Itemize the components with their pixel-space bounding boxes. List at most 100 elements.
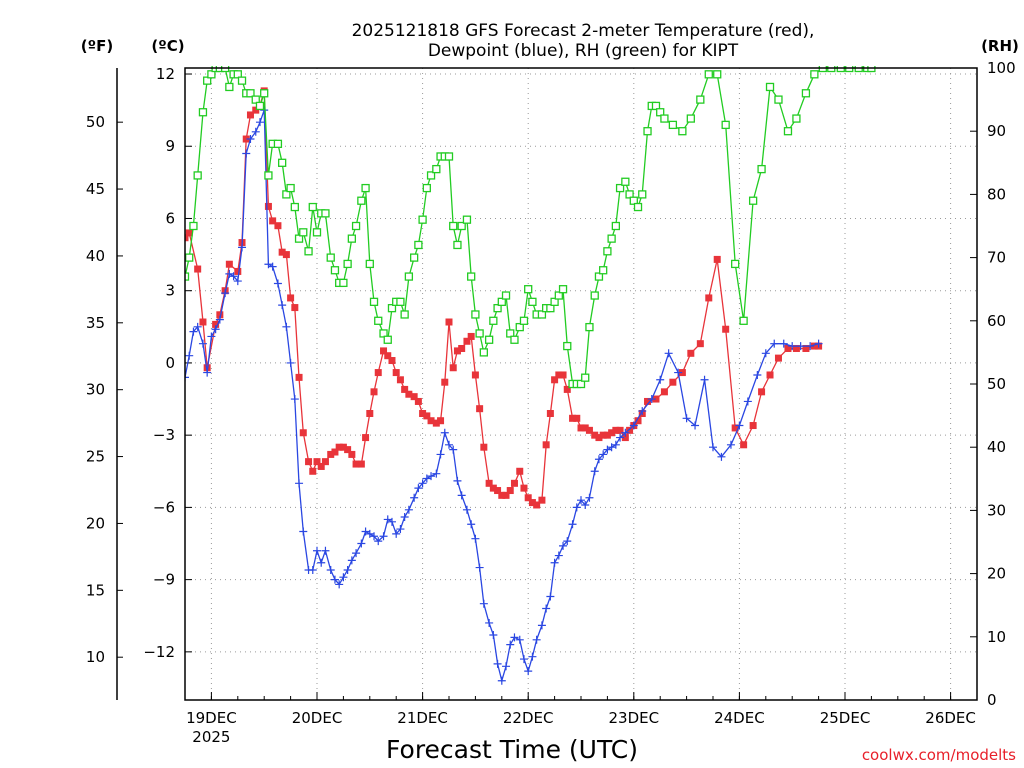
dewpoint-point bbox=[779, 339, 788, 348]
rh-point bbox=[400, 310, 409, 319]
dewpoint-point bbox=[295, 479, 304, 488]
rh-point bbox=[203, 76, 212, 85]
rh-point bbox=[264, 171, 273, 180]
temperature-point bbox=[603, 431, 611, 439]
temperature-point bbox=[559, 371, 567, 379]
rh-point bbox=[237, 76, 247, 85]
rh-point bbox=[625, 190, 634, 199]
temperature-point bbox=[362, 434, 370, 442]
temperature-point bbox=[766, 371, 774, 379]
temperature-point bbox=[212, 320, 220, 328]
rh-point bbox=[207, 70, 216, 79]
time-tick-label: 22DEC bbox=[503, 709, 554, 727]
dewpoint-point bbox=[585, 493, 594, 502]
rh-point bbox=[471, 310, 480, 319]
rh-point bbox=[457, 221, 466, 231]
temperature-point bbox=[652, 395, 660, 403]
rh-tick-label: 10 bbox=[987, 628, 1006, 646]
rh-point bbox=[453, 240, 462, 250]
temperature-point bbox=[282, 251, 290, 259]
temperature-point bbox=[419, 409, 427, 417]
temperature-point bbox=[810, 342, 818, 350]
dewpoint-point bbox=[603, 445, 612, 454]
dewpoint-point bbox=[647, 395, 656, 404]
temperature-point bbox=[370, 388, 378, 396]
rh-point bbox=[550, 297, 559, 306]
temperature-point bbox=[405, 390, 413, 398]
temperature-point bbox=[520, 484, 528, 492]
dewpoint-point bbox=[361, 527, 370, 536]
dewpoint-point bbox=[211, 325, 220, 334]
rh-tick-label: 50 bbox=[987, 375, 1006, 393]
rh-point bbox=[339, 278, 348, 288]
temperature-point bbox=[599, 431, 607, 439]
rh-point bbox=[501, 291, 511, 300]
dewpoint-point bbox=[814, 339, 823, 348]
chart-title: 2025121818 GFS Forecast 2-meter Temperat… bbox=[352, 21, 815, 61]
temperature-point bbox=[502, 491, 510, 499]
temperature-point bbox=[489, 484, 497, 492]
rh-point bbox=[748, 196, 758, 205]
dewpoint-point bbox=[577, 496, 585, 505]
rh-point bbox=[312, 228, 322, 237]
rh-point bbox=[347, 234, 356, 243]
celsius-unit-label: (ºC) bbox=[151, 37, 184, 55]
dewpoint-point bbox=[365, 529, 374, 538]
dewpoint-point bbox=[563, 537, 572, 546]
rh-point bbox=[611, 221, 620, 231]
celsius-tick-label: 12 bbox=[156, 65, 175, 83]
fahrenheit-tick-label: 10 bbox=[86, 648, 105, 666]
dewpoint-point bbox=[581, 500, 590, 509]
temperature-point bbox=[274, 222, 282, 230]
rh-point bbox=[365, 259, 374, 269]
dewpoint-point bbox=[422, 474, 431, 483]
temperature-point bbox=[317, 462, 325, 470]
rh-point bbox=[444, 152, 454, 161]
dewpoint-point bbox=[225, 269, 234, 278]
temperature-point bbox=[573, 414, 581, 422]
dewpoint-point bbox=[215, 315, 224, 324]
rh-point bbox=[396, 297, 405, 306]
dewpoint-point bbox=[229, 272, 238, 281]
temperature-point bbox=[471, 371, 479, 379]
chart-title-line-2: Dewpoint (blue), RH (green) for KIPT bbox=[428, 41, 739, 61]
dewpoint-point bbox=[282, 322, 291, 331]
dewpoint-point bbox=[467, 520, 476, 529]
temperature-point bbox=[299, 429, 307, 437]
rh-tick-label: 70 bbox=[987, 249, 1006, 267]
dewpoint-point bbox=[479, 599, 488, 608]
temperature-point bbox=[669, 378, 677, 386]
temperature-point bbox=[608, 429, 616, 437]
time-tick-label: 25DEC bbox=[820, 709, 871, 727]
temperature-point bbox=[327, 450, 335, 458]
temperature-point bbox=[441, 378, 449, 386]
temperature-point bbox=[458, 344, 466, 352]
rh-point bbox=[704, 70, 713, 79]
dewpoint-point bbox=[457, 491, 466, 500]
celsius-axis: 12 9 6 3 0 −3 −6 −9 −12 bbox=[143, 65, 192, 661]
rh-point bbox=[462, 215, 472, 224]
temperature-point bbox=[494, 487, 502, 495]
rh-point bbox=[515, 322, 524, 332]
rh-point bbox=[299, 228, 308, 237]
rh-point bbox=[656, 108, 665, 117]
rh-point bbox=[546, 304, 555, 313]
rh-point bbox=[810, 70, 819, 79]
dewpoint-point bbox=[700, 375, 709, 384]
fahrenheit-axis: 50 45 40 35 30 25 20 15 10 bbox=[86, 113, 123, 666]
rh-tick-label: 60 bbox=[987, 312, 1006, 330]
fahrenheit-tick-label: 45 bbox=[86, 180, 105, 198]
series-line bbox=[185, 109, 819, 684]
temperature-point bbox=[467, 332, 475, 340]
rh-point bbox=[519, 316, 529, 325]
dewpoint-point bbox=[221, 289, 230, 298]
rh-point bbox=[246, 89, 255, 98]
series-0 bbox=[185, 87, 823, 509]
dewpoint-point bbox=[313, 546, 321, 555]
rh-point bbox=[467, 272, 476, 281]
dewpoint-point bbox=[343, 565, 352, 574]
temperature-point bbox=[802, 344, 810, 352]
temperature-point bbox=[185, 229, 193, 237]
dewpoint-point bbox=[278, 301, 287, 310]
dewpoint-point bbox=[506, 640, 515, 649]
